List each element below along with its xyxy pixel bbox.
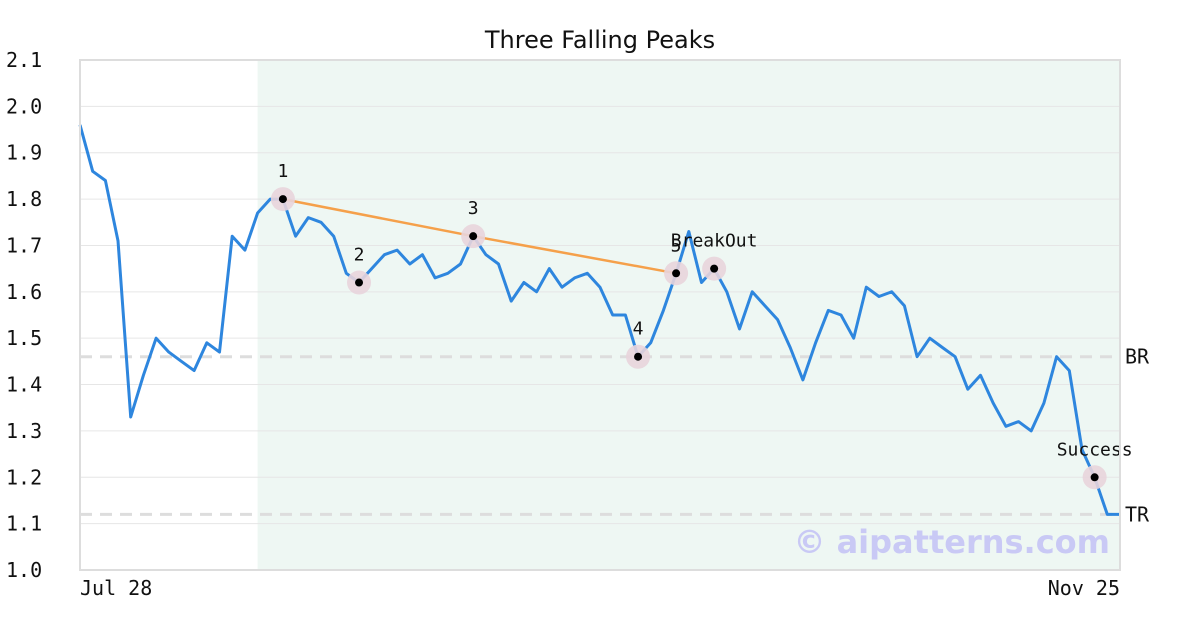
y-tick-label: 2.0: [6, 94, 42, 118]
price-series-line: [78, 124, 1120, 516]
level-label-tr: TR: [1125, 502, 1150, 526]
marker-label: 1: [278, 161, 289, 182]
marker-5: 5: [664, 235, 689, 286]
y-tick-label: 1.1: [6, 512, 42, 536]
marker-label: 5: [671, 235, 682, 256]
marker-dot: [469, 232, 478, 241]
y-tick-label: 1.3: [6, 419, 42, 443]
marker-dot: [355, 278, 364, 287]
y-tick-label: 1.4: [6, 373, 42, 397]
chart-title: Three Falling Peaks: [484, 26, 715, 54]
marker-2: 2: [347, 245, 372, 295]
x-tick-label: Nov 25: [1048, 576, 1120, 600]
y-axis-ticks: 1.0 1.1 1.2 1.3 1.4 1.5 1.6 1.7 1.8 1.9 2.0 2.1: [6, 48, 42, 582]
x-axis-ticks: Jul 28 Nov 25: [80, 576, 1120, 600]
marker-success: Success: [1057, 439, 1133, 490]
level-label-br: BR: [1125, 345, 1150, 369]
y-tick-label: 1.2: [6, 465, 42, 489]
pattern-shaded-region: [257, 60, 1120, 570]
y-tick-label: 2.1: [6, 48, 42, 72]
marker-4: 4: [626, 319, 651, 369]
marker-dot: [278, 195, 287, 204]
y-tick-label: 1.8: [6, 187, 42, 211]
y-tick-label: 1.5: [6, 326, 42, 350]
marker-dot: [672, 269, 681, 278]
level-lines: BR TR: [80, 345, 1150, 526]
marker-3: 3: [461, 198, 486, 249]
y-tick-label: 1.9: [6, 141, 42, 165]
watermark: © aipatterns.com: [793, 523, 1110, 561]
marker-1: 1: [270, 161, 295, 212]
marker-dot: [634, 352, 643, 361]
y-tick-label: 1.7: [6, 233, 42, 257]
marker-label: 2: [354, 245, 365, 266]
marker-dot: [1090, 473, 1099, 482]
y-tick-label: 1.0: [6, 558, 42, 582]
marker-label: Success: [1057, 439, 1133, 460]
marker-label: 3: [468, 198, 479, 219]
plot-frame: [79, 59, 1121, 571]
x-tick-label: Jul 28: [80, 576, 152, 600]
marker-breakout: BreakOut: [671, 231, 758, 281]
marker-dot: [710, 264, 719, 273]
marker-label: BreakOut: [671, 231, 758, 252]
y-tick-label: 1.6: [6, 280, 42, 304]
marker-label: 4: [633, 319, 644, 340]
